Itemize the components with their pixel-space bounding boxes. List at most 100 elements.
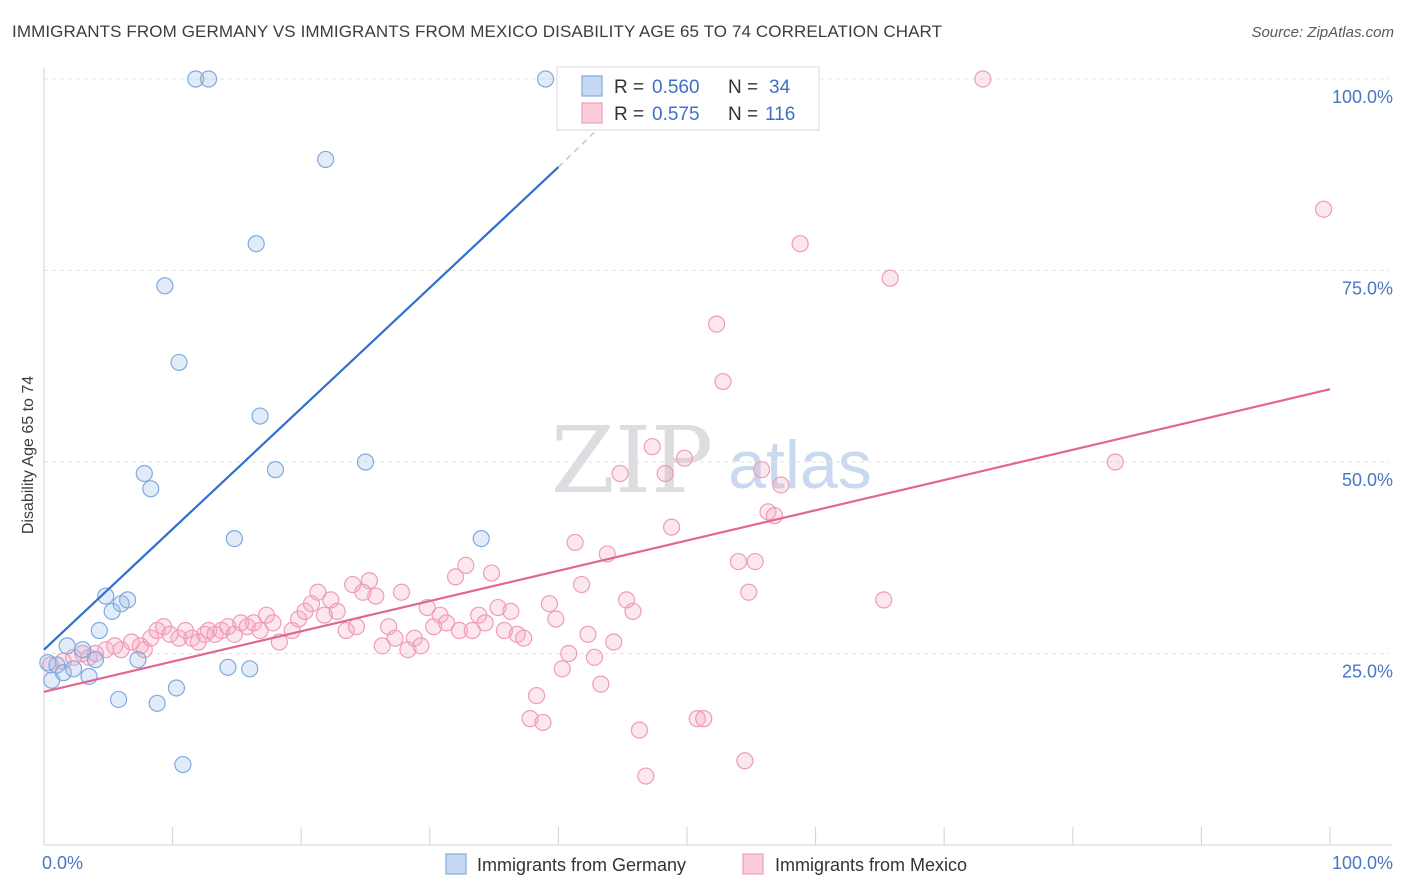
legend-mexico-n-label: N = (728, 104, 758, 125)
mexico-point (309, 583, 327, 601)
legend-germany-r-label: R = (614, 77, 644, 98)
y-tick-label-3: 100.0% (1332, 87, 1393, 107)
bottom-legend-mexico: Immigrants from Mexico (775, 855, 967, 875)
germany-point (536, 70, 555, 88)
legend-germany-r-value: 0.560 (652, 77, 700, 98)
mexico-point (547, 610, 565, 628)
series-mexico-points (41, 70, 1333, 785)
watermark: ZIP atlas (551, 407, 872, 514)
legend-germany-n-value: 34 (769, 77, 791, 98)
mexico-point (463, 621, 481, 640)
germany-point (241, 660, 259, 678)
chart-title: IMMIGRANTS FROM GERMANY VS IMMIGRANTS FR… (12, 22, 943, 41)
mexico-point (714, 372, 732, 391)
mexico-point (560, 644, 578, 663)
gridlines (44, 78, 1390, 654)
watermark-atlas: atlas (728, 427, 872, 503)
mexico-point (251, 621, 269, 640)
mexico-point (367, 587, 385, 605)
mexico-point (656, 464, 674, 483)
germany-trend-line (43, 166, 560, 651)
mexico-point (624, 602, 642, 620)
mexico-point (337, 621, 355, 640)
watermark-zip: ZIP (551, 407, 713, 514)
mexico-point (695, 710, 713, 728)
mexico-point (662, 518, 681, 536)
germany-point (472, 529, 490, 548)
axes (43, 68, 1392, 846)
mexico-point (386, 629, 404, 647)
germany-point (118, 591, 137, 609)
germany-point (200, 70, 218, 88)
germany-point (167, 679, 186, 697)
germany-point (109, 690, 128, 709)
mexico-point (974, 70, 992, 88)
mexico-point (360, 572, 378, 590)
mexico-point (752, 461, 771, 479)
mexico-point (489, 598, 507, 617)
mexico-point (347, 618, 366, 636)
germany-point (187, 70, 205, 88)
mexico-point (643, 438, 661, 456)
mexico-point (476, 614, 494, 632)
mexico-point (630, 721, 649, 739)
mexico-point (881, 269, 899, 287)
mexico-point (566, 533, 584, 552)
legend-mexico-r-value: 0.575 (652, 104, 700, 125)
mexico-point (392, 583, 411, 601)
mexico-point (746, 552, 764, 571)
mexico-point (527, 687, 546, 705)
mexico-trend-line (43, 388, 1331, 693)
germany-point (58, 637, 76, 655)
mexico-point (540, 595, 558, 613)
germany-point (148, 694, 166, 712)
germany-point (142, 480, 160, 498)
legend-swatch-germany (581, 75, 603, 97)
mexico-point (791, 235, 809, 253)
series-legend: Immigrants from Germany Immigrants from … (445, 853, 967, 875)
mexico-point (637, 767, 655, 785)
mexico-point (373, 637, 391, 655)
mexico-point (1106, 453, 1124, 471)
mexico-point (86, 644, 105, 663)
mexico-point (534, 713, 552, 732)
bottom-legend-swatch-mexico (742, 853, 764, 875)
germany-point (225, 529, 243, 548)
mexico-point (740, 583, 758, 601)
mexico-point (482, 564, 501, 582)
germany-point (219, 658, 237, 676)
mexico-point (450, 621, 468, 640)
mexico-point (729, 552, 748, 571)
mexico-point (315, 606, 333, 624)
germany-point (73, 641, 92, 659)
y-tick-labels: 25.0% 50.0% 75.0% 100.0% (1332, 87, 1393, 682)
mexico-point (446, 568, 465, 586)
germany-point (251, 407, 269, 425)
mexico-point (688, 710, 706, 728)
legend-mexico-n-value: 116 (765, 104, 795, 125)
mexico-point (457, 556, 475, 575)
mexico-point (675, 449, 694, 467)
germany-point (156, 277, 174, 295)
germany-point (129, 651, 147, 669)
x-tick-label-1: 100.0% (1332, 853, 1393, 873)
germany-point (174, 755, 192, 774)
mexico-point (707, 315, 726, 333)
y-tick-label-1: 50.0% (1342, 470, 1393, 490)
mexico-point (521, 710, 539, 728)
mexico-point (611, 464, 629, 483)
germany-point (97, 587, 115, 605)
mexico-point (736, 752, 754, 770)
trend-lines (43, 116, 1331, 693)
mexico-point (875, 591, 893, 609)
bottom-legend-germany: Immigrants from Germany (477, 855, 686, 875)
germany-point (170, 353, 188, 372)
mexico-point (605, 633, 623, 651)
mexico-point (592, 675, 610, 693)
y-tick-label-2: 75.0% (1342, 279, 1393, 299)
germany-point (90, 621, 108, 640)
mexico-point (585, 648, 604, 666)
mexico-point (1314, 200, 1333, 218)
y-tick-label-0: 25.0% (1342, 662, 1393, 682)
